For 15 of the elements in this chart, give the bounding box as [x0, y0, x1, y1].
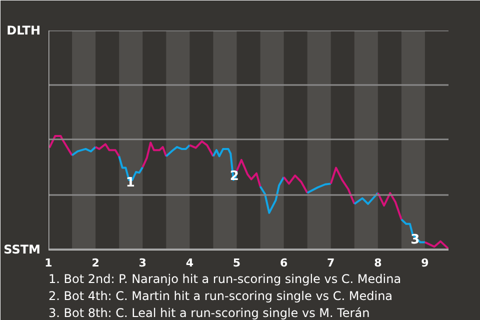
x-tick-label: 7: [327, 256, 335, 270]
x-tick-label: 4: [186, 256, 194, 270]
x-tick-label: 3: [138, 256, 146, 270]
text: 2. Bot 4th: C. Martin hit a run-scoring single vs C. Medina: [48, 289, 393, 303]
x-tick-label: 2: [92, 256, 100, 270]
text: 1. Bot 2nd: P. Naranjo hit a run-scoring single vs C. Medina: [48, 272, 402, 286]
ref-line-label: DLTH: [6, 24, 41, 38]
x-tick-label: 9: [421, 256, 429, 270]
text: 3. Bot 8th: C. Leal hit a run-scoring single vs M. Terán: [48, 306, 370, 320]
x-tick-label: 8: [374, 256, 382, 270]
annotation: 2: [230, 168, 239, 184]
x-tick-label: 1: [44, 256, 52, 270]
x-tick-label: 5: [232, 256, 241, 270]
x-tick-label: 6: [280, 256, 288, 270]
ref-line-label: SSTM: [4, 242, 40, 256]
